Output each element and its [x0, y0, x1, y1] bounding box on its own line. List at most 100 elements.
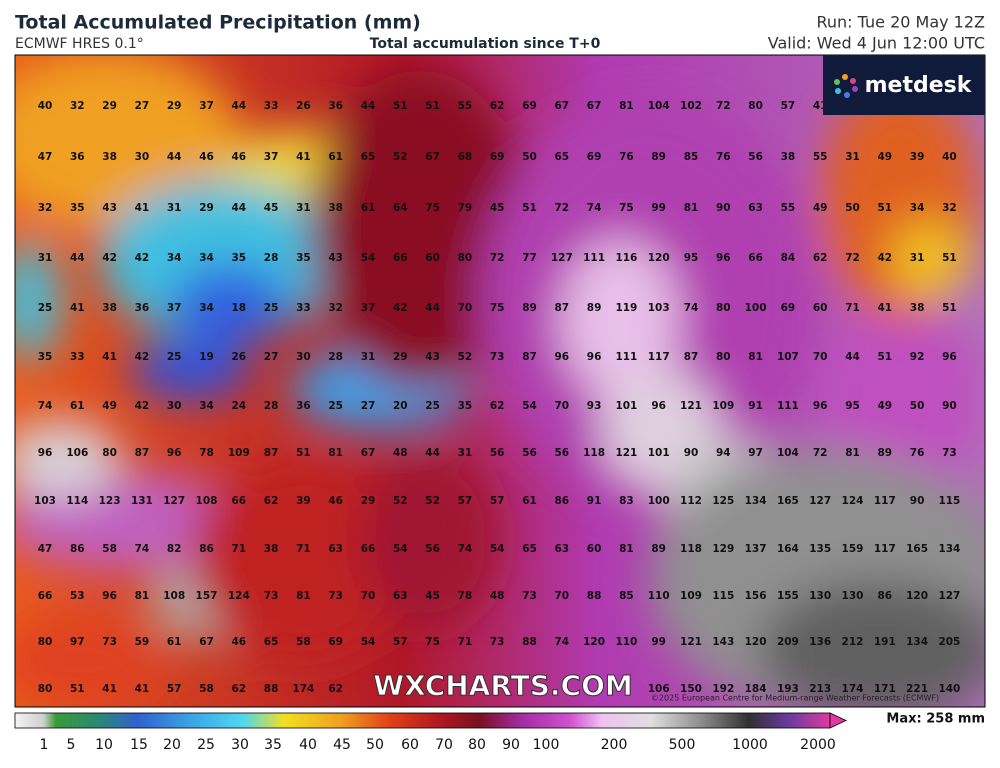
grid-value: 155: [777, 590, 799, 602]
grid-value: 157: [196, 590, 218, 602]
grid-value: 80: [716, 351, 731, 363]
grid-value: 108: [163, 590, 185, 602]
subtitle: Total accumulation since T+0: [370, 36, 601, 52]
grid-value: 42: [135, 351, 150, 363]
grid-value: 115: [712, 590, 734, 602]
grid-value: 73: [102, 636, 117, 648]
grid-value: 80: [38, 636, 53, 648]
grid-value: 87: [554, 302, 569, 314]
grid-value: 62: [813, 252, 828, 264]
grid-value: 111: [777, 400, 799, 412]
grid-value: 91: [748, 400, 763, 412]
grid-value: 134: [938, 543, 960, 555]
grid-value: 32: [70, 100, 85, 112]
grid-value: 37: [199, 100, 214, 112]
grid-value: 49: [877, 151, 892, 163]
colorbar-tick-label: 25: [197, 737, 215, 753]
grid-value: 51: [522, 202, 537, 214]
grid-value: 66: [231, 495, 246, 507]
grid-value: 37: [361, 302, 376, 314]
run: Run: Tue 20 May 12Z: [817, 13, 986, 32]
grid-value: 110: [615, 636, 637, 648]
colorbar-tick-label: 80: [468, 737, 486, 753]
grid-value: 54: [490, 543, 505, 555]
grid-value: 103: [648, 302, 670, 314]
grid-value: 76: [910, 447, 925, 459]
grid-value: 95: [845, 400, 860, 412]
grid-value: 56: [490, 447, 505, 459]
grid-value: 205: [938, 636, 960, 648]
grid-value: 96: [554, 351, 569, 363]
grid-value: 51: [425, 100, 440, 112]
grid-value: 90: [684, 447, 699, 459]
grid-value: 34: [199, 252, 214, 264]
grid-value: 42: [393, 302, 408, 314]
grid-value: 65: [522, 543, 537, 555]
grid-value: 61: [522, 495, 537, 507]
grid-value: 80: [716, 302, 731, 314]
grid-value: 120: [906, 590, 928, 602]
grid-value: 31: [361, 351, 376, 363]
grid-value: 67: [554, 100, 569, 112]
grid-value: 70: [813, 351, 828, 363]
grid-value: 121: [680, 400, 702, 412]
grid-value: 59: [135, 636, 150, 648]
grid-value: 61: [328, 151, 343, 163]
grid-value: 70: [458, 302, 473, 314]
grid-value: 41: [70, 302, 85, 314]
grid-value: 26: [296, 100, 311, 112]
grid-value: 25: [425, 400, 440, 412]
colorbar-tick-label: 45: [333, 737, 351, 753]
grid-value: 134: [745, 495, 767, 507]
grid-value: 56: [522, 447, 537, 459]
grid-value: 75: [425, 636, 440, 648]
grid-value: 116: [615, 252, 637, 264]
grid-value: 81: [845, 447, 860, 459]
grid-value: 68: [458, 151, 473, 163]
grid-value: 63: [328, 543, 343, 555]
grid-value: 103: [34, 495, 56, 507]
colorbar-tick-label: 500: [669, 737, 696, 753]
grid-value: 28: [328, 351, 343, 363]
grid-value: 104: [777, 447, 799, 459]
grid-value: 89: [587, 302, 602, 314]
grid-value: 61: [167, 636, 182, 648]
grid-value: 96: [587, 351, 602, 363]
grid-value: 73: [490, 636, 505, 648]
grid-value: 42: [135, 252, 150, 264]
watermark: WXCHARTS.COM: [373, 669, 633, 702]
grid-value: 79: [458, 202, 473, 214]
grid-value: 56: [425, 543, 440, 555]
grid-value: 35: [70, 202, 85, 214]
grid-value: 46: [199, 151, 214, 163]
grid-value: 65: [264, 636, 279, 648]
grid-value: 29: [102, 100, 117, 112]
grid-value: 209: [777, 636, 799, 648]
grid-value: 134: [906, 636, 928, 648]
grid-value: 51: [942, 252, 957, 264]
grid-value: 125: [712, 495, 734, 507]
colorbar-extend: [829, 712, 847, 729]
grid-value: 41: [135, 202, 150, 214]
grid-value: 74: [458, 543, 473, 555]
grid-value: 165: [906, 543, 928, 555]
grid-value: 66: [748, 252, 763, 264]
grid-value: 54: [393, 543, 408, 555]
grid-value: 31: [38, 252, 53, 264]
grid-value: 31: [458, 447, 473, 459]
grid-value: 34: [199, 302, 214, 314]
grid-value: 51: [877, 202, 892, 214]
grid-value: 83: [619, 495, 634, 507]
grid-value: 36: [70, 151, 85, 163]
grid-value: 121: [615, 447, 637, 459]
grid-value: 66: [38, 590, 53, 602]
grid-value: 63: [748, 202, 763, 214]
max-label: Max: 258 mm: [886, 712, 985, 727]
grid-value: 42: [135, 400, 150, 412]
grid-value: 30: [135, 151, 150, 163]
grid-value: 66: [361, 543, 376, 555]
grid-value: 88: [264, 683, 279, 695]
grid-value: 93: [587, 400, 602, 412]
grid-value: 55: [458, 100, 473, 112]
grid-value: 32: [942, 202, 957, 214]
